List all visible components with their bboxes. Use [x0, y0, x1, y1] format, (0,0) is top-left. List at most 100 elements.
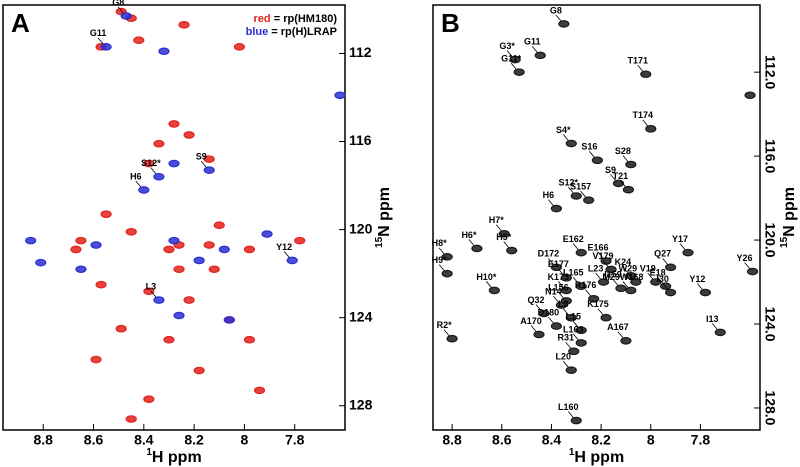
peak — [25, 236, 37, 245]
x-tick-label: 8.8 — [34, 432, 54, 448]
x-tick-label: 8.6 — [84, 432, 104, 448]
label-connector — [535, 304, 542, 311]
peak — [163, 245, 175, 254]
peak — [70, 245, 82, 254]
peak-label: G11 — [90, 28, 107, 38]
plot-frame — [432, 4, 761, 431]
peak — [630, 278, 642, 286]
label-connector — [438, 264, 445, 271]
peak-label: L156 — [548, 282, 569, 292]
peak — [565, 313, 577, 322]
peak — [143, 395, 155, 403]
peak-label: H6* — [461, 230, 477, 240]
peak — [90, 355, 102, 364]
label-connector — [617, 331, 624, 339]
peak — [597, 278, 610, 286]
peak-label: L3 — [558, 299, 569, 309]
peak — [560, 274, 572, 282]
y-tick-label: 116 — [349, 132, 372, 148]
peak — [570, 416, 582, 425]
x-tick-label: 8.4 — [542, 432, 562, 448]
label-connector — [486, 281, 492, 288]
x-tick-label: 8 — [241, 432, 249, 448]
peak — [682, 248, 694, 257]
label-connector — [572, 333, 579, 341]
peak — [591, 156, 603, 165]
label-connector — [637, 65, 644, 72]
peak-label: S9 — [605, 165, 616, 175]
legend-entry: blue = rp(H)LRAP — [246, 26, 337, 38]
label-connector — [622, 266, 629, 273]
peak — [498, 229, 510, 238]
label-connector — [117, 6, 124, 14]
peak-label: K24 — [615, 257, 632, 267]
x-tick-label: 8.2 — [184, 432, 204, 448]
peak — [714, 328, 726, 337]
y-tick-label: 120 — [349, 220, 373, 236]
peak-label: W29 — [619, 263, 638, 273]
label-connector — [553, 295, 559, 303]
y-tick-label: 112 — [349, 44, 372, 60]
peak-label: G8 — [112, 0, 124, 7]
label-connector — [744, 262, 750, 269]
peak — [208, 265, 220, 274]
label-connector — [602, 260, 609, 267]
label-connector — [555, 14, 562, 22]
peak — [183, 131, 195, 139]
legend-name: rp(H)LRAP — [281, 26, 337, 38]
peak — [243, 245, 256, 254]
peak — [158, 47, 170, 56]
label-connector — [567, 411, 574, 418]
peak — [660, 282, 672, 291]
label-connector — [662, 258, 668, 265]
peak — [441, 253, 453, 261]
label-connector — [495, 224, 502, 232]
peak — [168, 236, 180, 245]
peak — [168, 120, 180, 128]
peak-label: T21 — [613, 171, 629, 181]
peak — [575, 339, 587, 347]
peak — [153, 296, 165, 304]
peak-label: S16 — [581, 142, 597, 152]
x-tick-label: 8.8 — [442, 432, 462, 448]
peak — [513, 68, 525, 76]
peak-label: E18 — [650, 268, 666, 278]
peak — [471, 244, 483, 253]
peak — [153, 139, 165, 148]
y-tick-label: 128.0 — [762, 390, 778, 425]
peak — [286, 256, 298, 265]
legend-key: red — [254, 13, 271, 25]
peak — [509, 55, 521, 64]
peak — [699, 288, 711, 297]
y-axis-text: N ppm — [781, 187, 798, 237]
peak-label: G8 — [550, 5, 562, 15]
peak-label: G3* — [499, 41, 515, 51]
label-connector — [662, 283, 668, 290]
label-connector — [562, 360, 569, 368]
peak — [173, 265, 185, 274]
x-tick-label: 8.2 — [591, 432, 611, 448]
peak — [558, 20, 570, 28]
peak — [294, 236, 306, 245]
peak — [75, 236, 87, 245]
peak-label: A167 — [607, 322, 629, 332]
peak — [253, 386, 266, 395]
peak — [446, 334, 458, 343]
peak-label: H7* — [489, 215, 505, 225]
label-connector — [679, 243, 686, 250]
legend-separator: = — [271, 13, 284, 25]
label-connector — [548, 258, 554, 265]
peak — [622, 185, 635, 194]
peak — [193, 256, 205, 265]
peak-label: K175 — [587, 299, 609, 309]
label-connector — [572, 243, 579, 250]
legend-separator: = — [268, 26, 281, 38]
label-connector — [622, 281, 629, 288]
peak-label: L3 — [146, 281, 157, 291]
peak-label: L23 — [588, 263, 604, 273]
legend-key: blue — [246, 26, 269, 38]
label-connector — [558, 268, 564, 276]
peak — [600, 313, 612, 322]
peak-label: L15 — [565, 312, 581, 322]
peak-label: G11 — [524, 37, 541, 47]
